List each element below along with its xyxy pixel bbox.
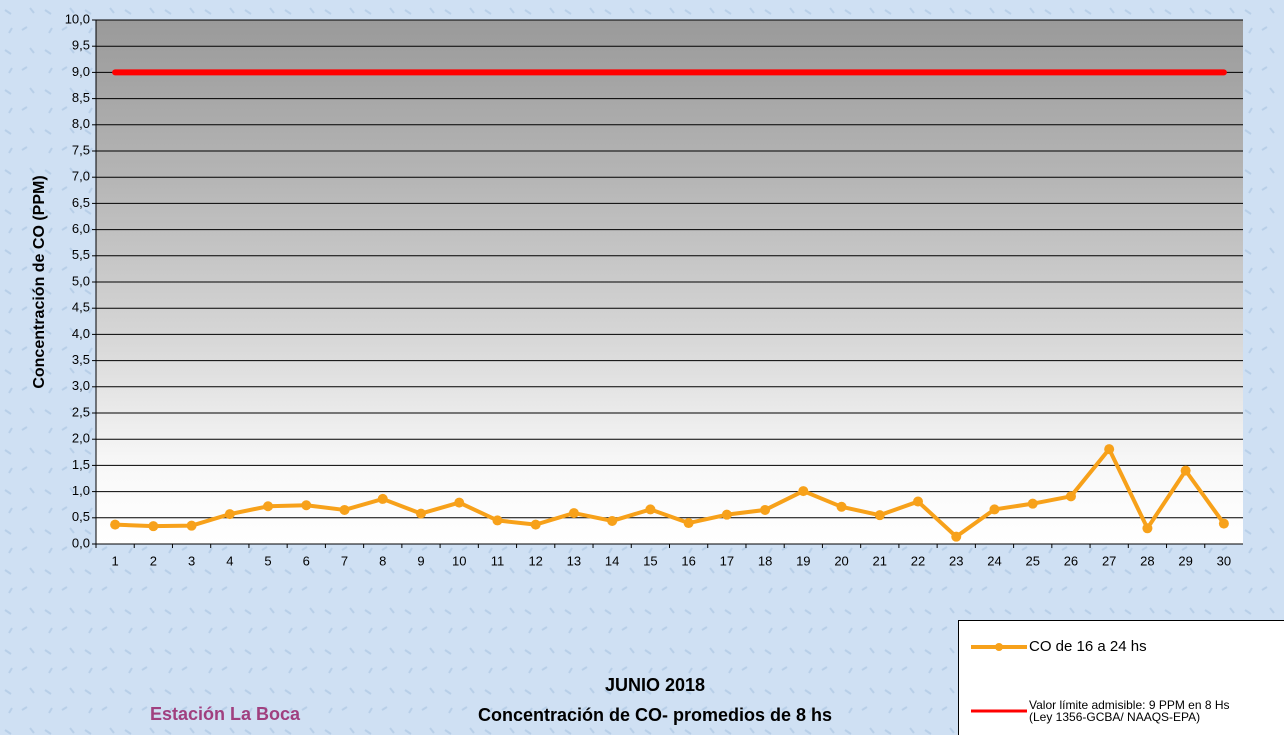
data-point: [110, 520, 120, 530]
x-tick-label: 8: [379, 553, 386, 568]
page: Concentración de CO (PPM) Estación La Bo…: [0, 0, 1284, 735]
x-tick-label: 18: [758, 553, 772, 568]
y-tick-label: 8,0: [72, 116, 90, 131]
data-point: [569, 508, 579, 518]
data-point: [148, 521, 158, 531]
legend-item: Valor límite admisible: 9 PPM en 8 Hs (L…: [969, 699, 1230, 723]
legend-swatch: [969, 703, 1029, 719]
data-point: [531, 520, 541, 530]
y-tick-label: 0,5: [72, 509, 90, 524]
x-tick-label: 16: [681, 553, 695, 568]
legend-item: CO de 16 a 24 hs: [969, 639, 1147, 655]
legend-marker: [995, 643, 1003, 651]
x-tick-label: 24: [987, 553, 1001, 568]
x-tick-label: 12: [528, 553, 542, 568]
y-tick-label: 6,0: [72, 221, 90, 236]
y-tick-label: 2,5: [72, 404, 90, 419]
x-tick-label: 7: [341, 553, 348, 568]
y-tick-label: 10,0: [65, 11, 90, 26]
x-tick-label: 25: [1025, 553, 1039, 568]
chart-title: JUNIO 2018: [605, 675, 705, 695]
x-tick-label: 11: [491, 553, 505, 568]
data-point: [837, 502, 847, 512]
x-tick-label: 19: [796, 553, 810, 568]
y-tick-label: 6,5: [72, 195, 90, 210]
data-point: [301, 500, 311, 510]
x-tick-label: 21: [873, 553, 887, 568]
data-point: [989, 504, 999, 514]
x-tick-label: 27: [1102, 553, 1116, 568]
y-tick-label: 3,5: [72, 352, 90, 367]
x-tick-label: 29: [1178, 553, 1192, 568]
data-point: [645, 504, 655, 514]
data-point: [1066, 491, 1076, 501]
x-tick-label: 28: [1140, 553, 1154, 568]
y-tick-label: 8,5: [72, 90, 90, 105]
y-tick-label: 1,0: [72, 483, 90, 498]
legend-label: Valor límite admisible: 9 PPM en 8 Hs (L…: [1029, 699, 1230, 723]
data-point: [378, 494, 388, 504]
y-tick-label: 2,0: [72, 431, 90, 446]
data-point: [760, 505, 770, 515]
data-point: [607, 516, 617, 526]
data-point: [951, 532, 961, 542]
y-tick-label: 1,5: [72, 457, 90, 472]
data-point: [684, 518, 694, 528]
station-label: Estación La Boca: [150, 704, 301, 724]
data-point: [1142, 523, 1152, 533]
y-tick-label: 9,5: [72, 38, 90, 53]
data-point: [1028, 499, 1038, 509]
x-tick-label: 2: [150, 553, 157, 568]
data-point: [875, 510, 885, 520]
data-point: [416, 509, 426, 519]
x-tick-label: 20: [834, 553, 848, 568]
y-axis-label: Concentración de CO (PPM): [31, 175, 48, 388]
y-tick-label: 7,5: [72, 142, 90, 157]
x-tick-label: 17: [720, 553, 734, 568]
x-tick-label: 13: [567, 553, 581, 568]
data-point: [263, 501, 273, 511]
y-tick-label: 5,5: [72, 247, 90, 262]
legend: CO de 16 a 24 hs Valor límite admisible: …: [958, 620, 1284, 735]
data-point: [454, 498, 464, 508]
y-tick-label: 7,0: [72, 169, 90, 184]
y-tick-label: 9,0: [72, 64, 90, 79]
y-tick-label: 3,0: [72, 378, 90, 393]
x-tick-label: 26: [1064, 553, 1078, 568]
x-tick-label: 9: [417, 553, 424, 568]
x-tick-label: 30: [1217, 553, 1231, 568]
data-point: [722, 510, 732, 520]
x-tick-label: 15: [643, 553, 657, 568]
y-tick-label: 4,0: [72, 326, 90, 341]
data-point: [798, 486, 808, 496]
legend-label: CO de 16 a 24 hs: [1029, 641, 1147, 653]
x-tick-label: 1: [111, 553, 118, 568]
x-tick-label: 6: [303, 553, 310, 568]
x-tick-label: 22: [911, 553, 925, 568]
data-point: [340, 505, 350, 515]
data-point: [225, 509, 235, 519]
x-tick-label: 10: [452, 553, 466, 568]
legend-swatch: [969, 639, 1029, 655]
y-tick-label: 4,5: [72, 300, 90, 315]
data-point: [913, 497, 923, 507]
x-tick-label: 14: [605, 553, 619, 568]
x-tick-label: 3: [188, 553, 195, 568]
data-point: [187, 521, 197, 531]
x-tick-label: 4: [226, 553, 233, 568]
data-point: [1181, 466, 1191, 476]
data-point: [492, 515, 502, 525]
data-point: [1219, 519, 1229, 529]
x-tick-label: 5: [264, 553, 271, 568]
y-tick-label: 0,0: [72, 535, 90, 550]
x-tick-label: 23: [949, 553, 963, 568]
y-tick-label: 5,0: [72, 273, 90, 288]
chart-subtitle: Concentración de CO- promedios de 8 hs: [478, 705, 832, 725]
data-point: [1104, 444, 1114, 454]
